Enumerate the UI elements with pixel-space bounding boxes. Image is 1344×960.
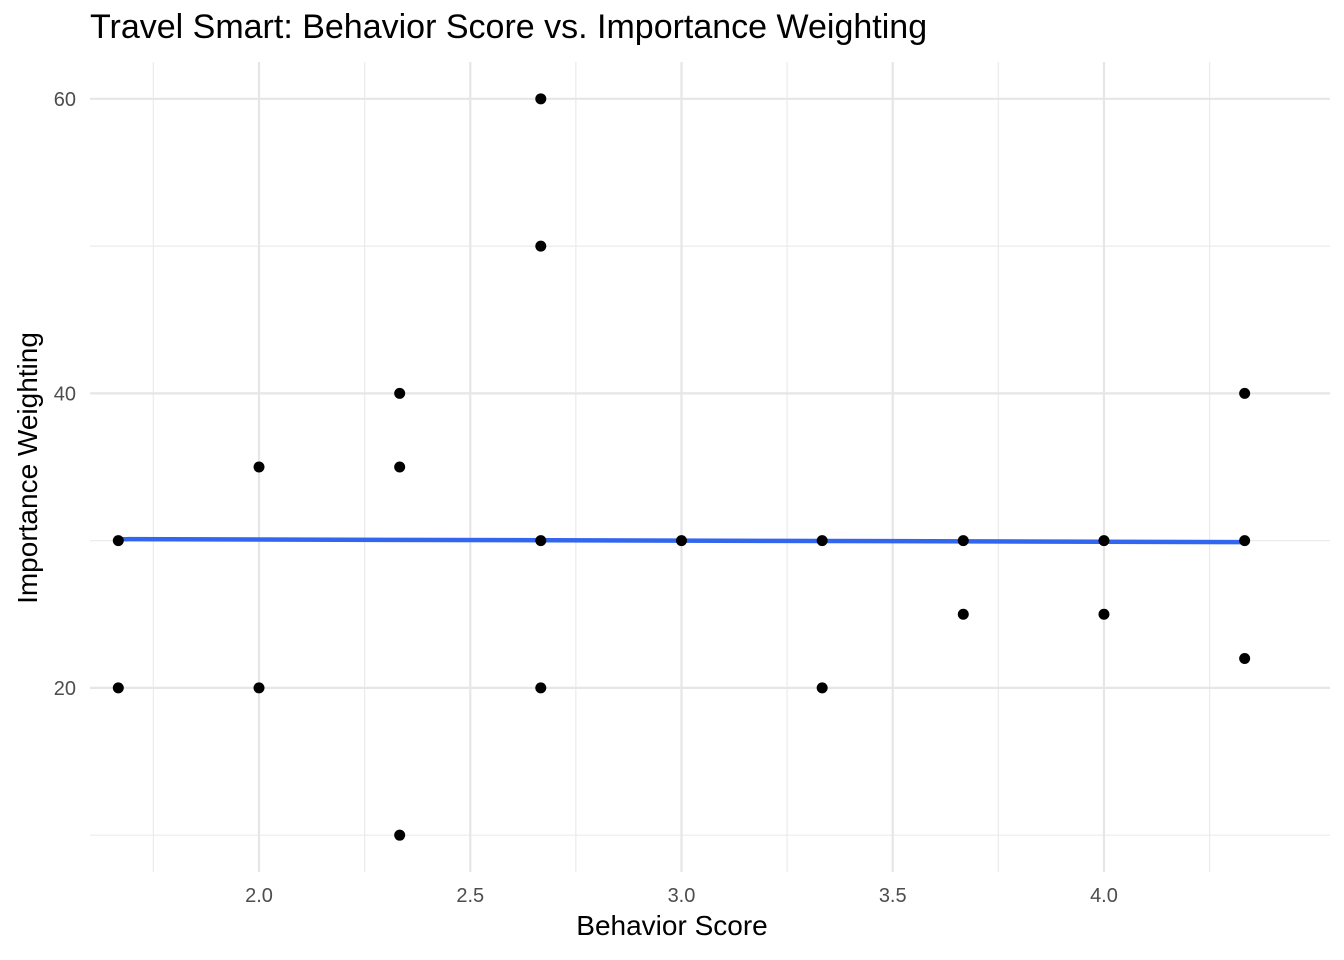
- y-tick-label: 60: [54, 89, 76, 111]
- data-point: [1098, 608, 1110, 620]
- major-grid: [90, 62, 1330, 872]
- x-tick-label: 2.0: [245, 885, 273, 907]
- y-tick-label: 40: [54, 383, 76, 405]
- data-point: [675, 535, 687, 547]
- data-point: [1239, 652, 1251, 664]
- data-point: [112, 535, 124, 547]
- y-axis-label: Importance Weighting: [12, 332, 43, 604]
- x-tick-label: 3.5: [879, 885, 907, 907]
- data-point: [394, 461, 406, 473]
- y-axis-ticks: 20 40 60: [54, 89, 76, 700]
- x-tick-label: 2.5: [456, 885, 484, 907]
- chart-title: Travel Smart: Behavior Score vs. Importa…: [90, 8, 928, 46]
- x-axis-label: Behavior Score: [576, 910, 768, 941]
- data-point: [394, 387, 406, 399]
- data-point: [957, 535, 969, 547]
- data-point: [112, 682, 124, 694]
- data-point: [1239, 535, 1251, 547]
- minor-grid: [90, 62, 1330, 872]
- x-axis-ticks: 2.0 2.5 3.0 3.5 4.0: [245, 885, 1118, 907]
- data-point: [1239, 387, 1251, 399]
- x-tick-label: 4.0: [1090, 885, 1118, 907]
- y-tick-label: 20: [54, 678, 76, 700]
- data-point: [535, 682, 547, 694]
- data-point: [957, 608, 969, 620]
- data-point: [253, 461, 265, 473]
- x-tick-label: 3.0: [668, 885, 696, 907]
- data-points: [112, 93, 1251, 841]
- data-point: [253, 682, 265, 694]
- data-point: [394, 829, 406, 841]
- data-point: [816, 535, 828, 547]
- data-point: [535, 240, 547, 252]
- data-point: [1098, 535, 1110, 547]
- data-point: [535, 535, 547, 547]
- data-point: [535, 93, 547, 105]
- data-point: [816, 682, 828, 694]
